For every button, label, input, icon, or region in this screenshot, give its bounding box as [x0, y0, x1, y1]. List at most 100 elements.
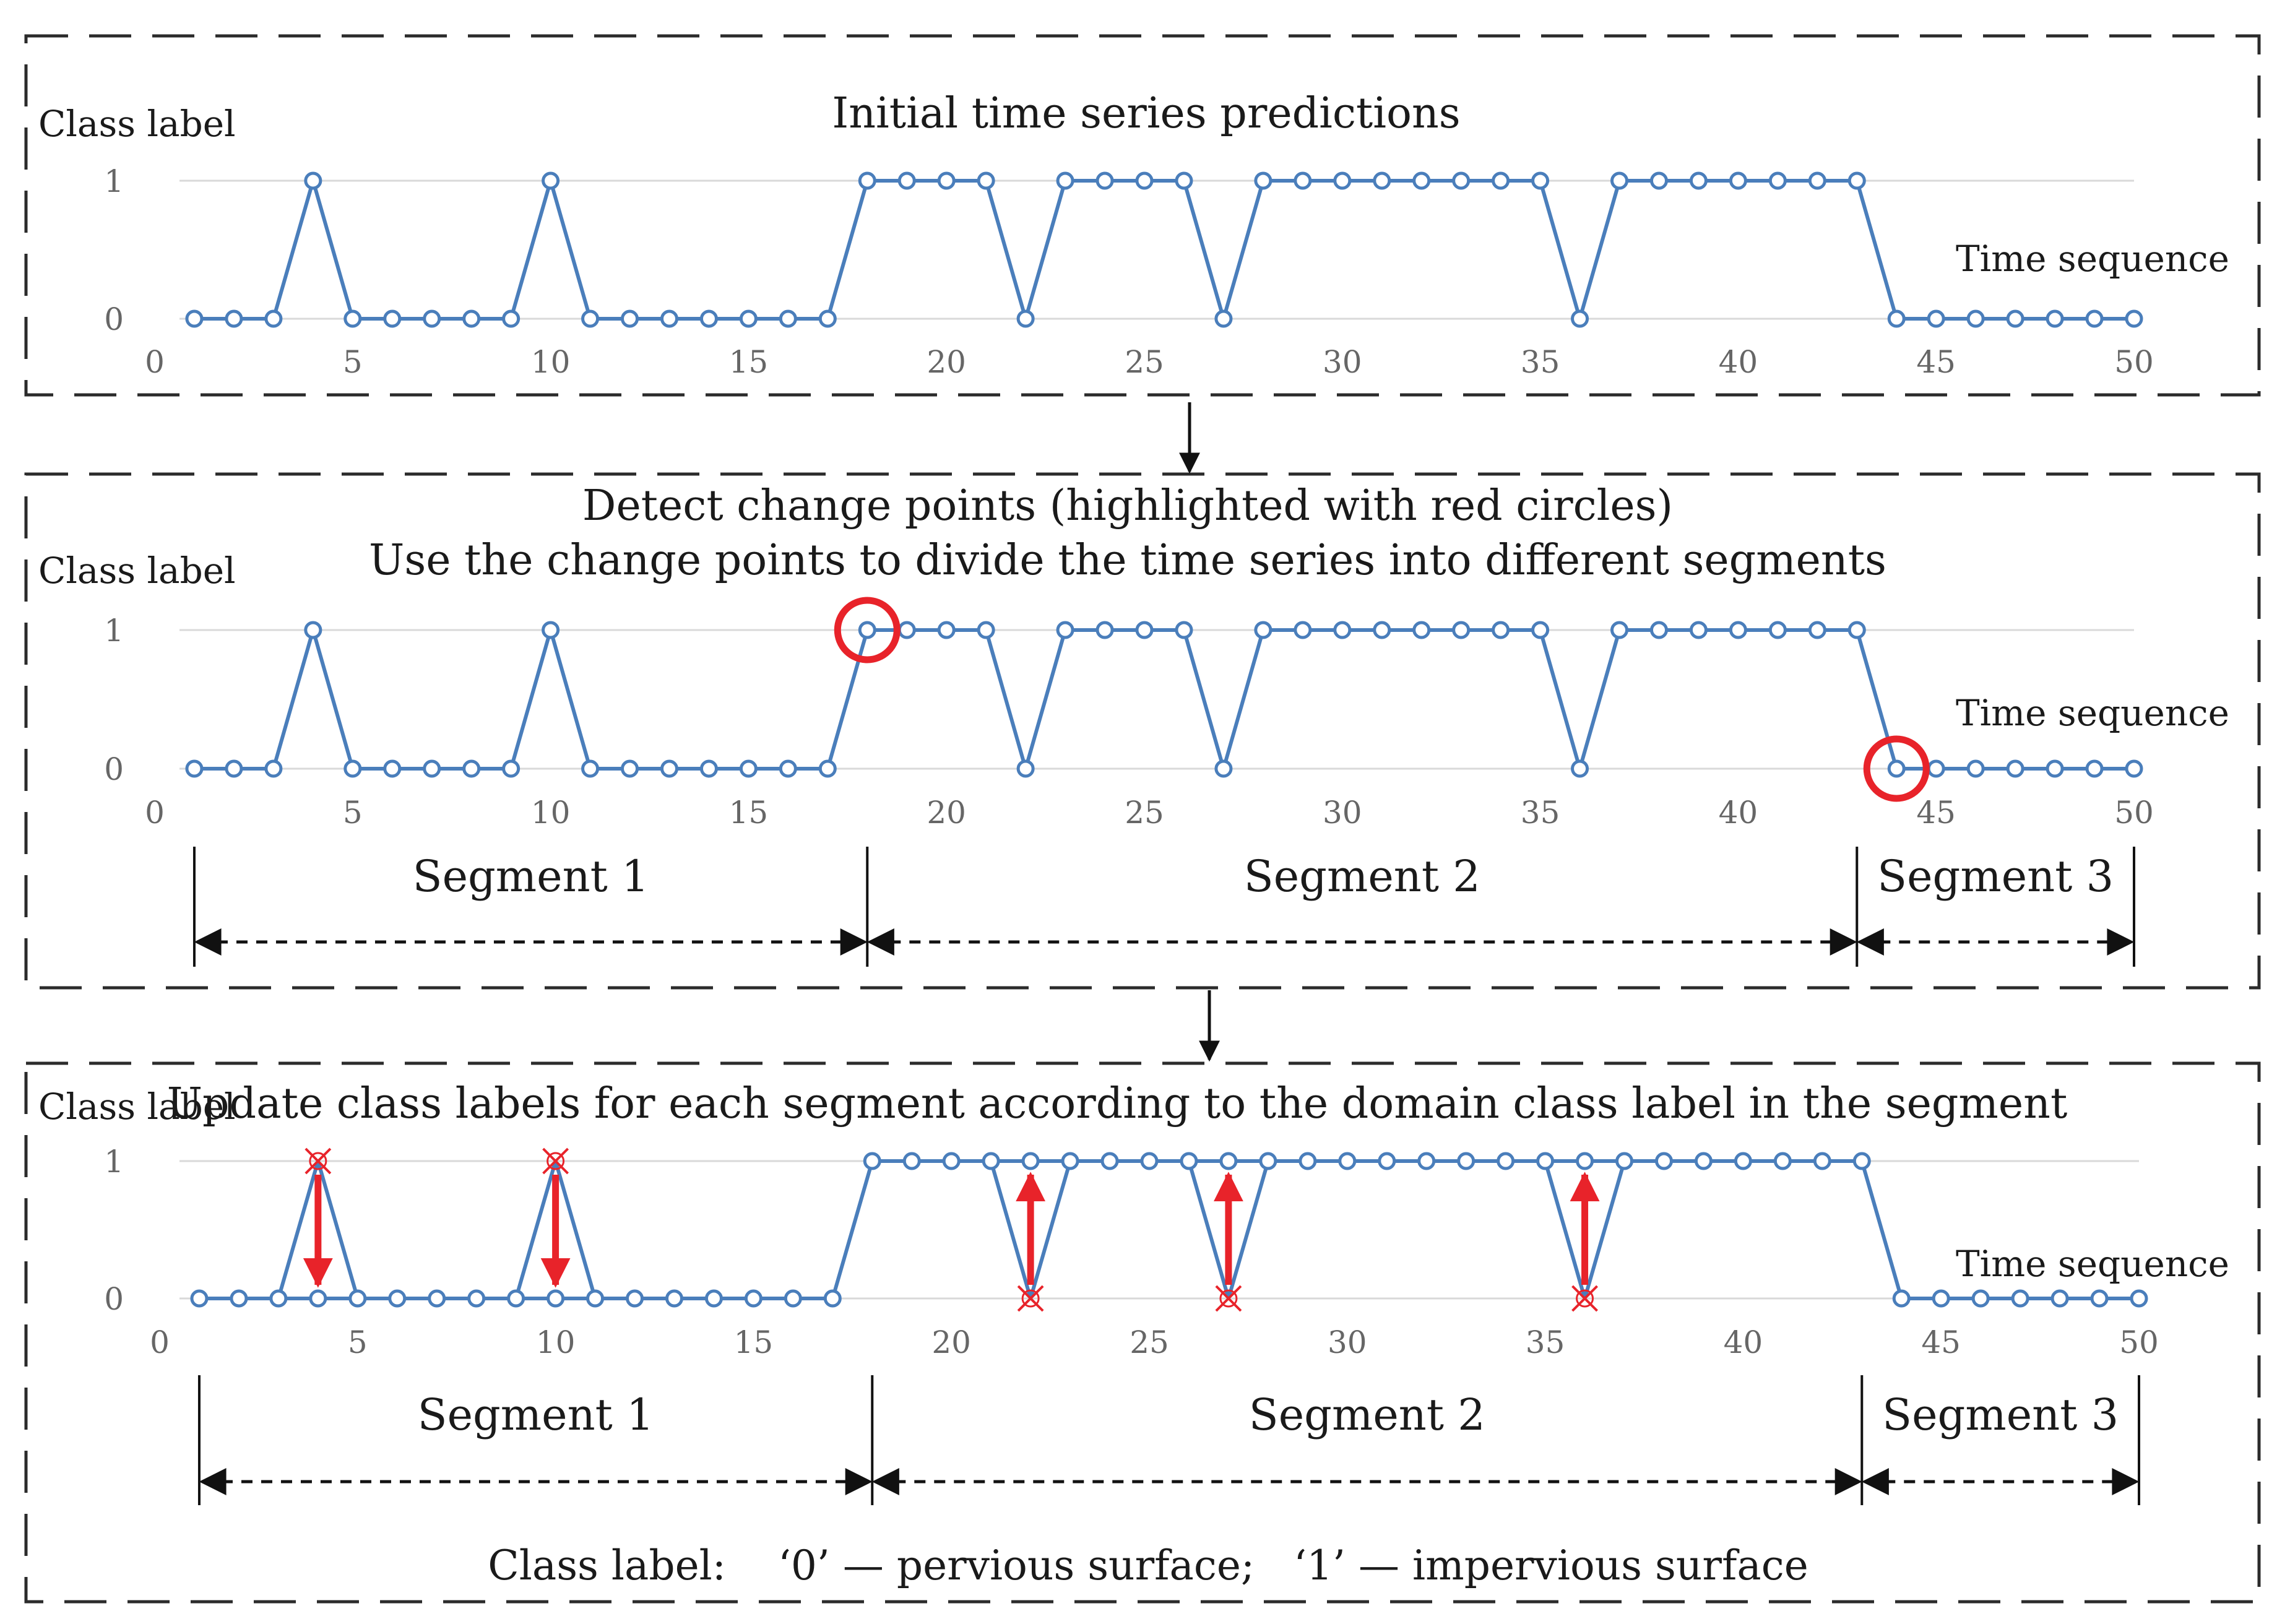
legend-text: Class label: ‘0’ — pervious surface; ‘1’… — [488, 1542, 1808, 1589]
data-point — [1729, 621, 1747, 639]
removed-point-x-icon — [1215, 1285, 1242, 1312]
data-point — [264, 309, 283, 328]
data-point — [2085, 759, 2104, 778]
x-tick-label: 35 — [1526, 1324, 1565, 1360]
x-tick-label: 0 — [150, 1324, 170, 1360]
data-point — [626, 1289, 644, 1308]
data-point — [1729, 171, 1747, 190]
data-point — [1373, 621, 1391, 639]
data-point — [2011, 1289, 2029, 1308]
x-tick-label: 40 — [1724, 1324, 1763, 1360]
data-point — [1531, 621, 1550, 639]
x-axis-label: Time sequence — [1956, 1243, 2229, 1285]
data-point — [1452, 621, 1471, 639]
data-point — [423, 759, 441, 778]
data-point — [190, 1289, 209, 1308]
data-point — [343, 759, 362, 778]
x-tick-label: 10 — [536, 1324, 576, 1360]
data-point — [739, 759, 758, 778]
x-tick-label: 45 — [1916, 795, 1956, 831]
data-point — [823, 1289, 842, 1308]
data-point — [1847, 621, 1866, 639]
data-point — [2046, 759, 2064, 778]
series-line — [194, 179, 2134, 321]
data-point — [982, 1152, 1000, 1170]
data-point — [744, 1289, 763, 1308]
data-point — [1649, 171, 1668, 190]
data-point — [1654, 1152, 1673, 1170]
data-point — [383, 759, 402, 778]
data-point — [581, 309, 600, 328]
data-point — [784, 1289, 802, 1308]
removed-point-marker — [309, 1152, 327, 1170]
data-point — [2050, 1289, 2069, 1308]
data-point — [225, 309, 243, 328]
data-point — [818, 759, 837, 778]
x-tick-label: 35 — [1521, 344, 1560, 380]
x-tick-label: 0 — [145, 344, 165, 380]
data-point — [1887, 759, 1906, 778]
data-point — [699, 309, 718, 328]
panel-frame-initial — [24, 34, 2261, 397]
x-tick-label: 25 — [1125, 795, 1164, 831]
data-point — [1649, 621, 1668, 639]
data-point — [502, 759, 521, 778]
data-point — [1734, 1152, 1752, 1170]
data-point — [1610, 621, 1629, 639]
data-point — [1927, 759, 1945, 778]
data-point — [1219, 1152, 1238, 1170]
data-point — [2046, 309, 2064, 328]
data-point — [621, 309, 639, 328]
segment-label: Segment 1 — [418, 1389, 654, 1440]
data-point — [1095, 171, 1114, 190]
removed-point-marker — [1219, 1289, 1238, 1308]
data-point — [1333, 171, 1352, 190]
x-tick-label: 0 — [145, 795, 165, 831]
segment-label: Segment 2 — [1249, 1389, 1485, 1440]
data-point — [1333, 621, 1352, 639]
series-line — [199, 1159, 2139, 1300]
data-point — [937, 621, 956, 639]
data-point — [863, 1152, 881, 1170]
panel-frame-updated — [24, 1061, 2261, 1604]
data-point — [1571, 759, 1589, 778]
data-point — [1694, 1152, 1713, 1170]
x-tick-label: 15 — [729, 344, 769, 380]
removed-point-x-icon — [1017, 1285, 1044, 1312]
data-point — [467, 1289, 486, 1308]
data-point — [1808, 171, 1826, 190]
y-tick-label: 0 — [104, 301, 124, 337]
segment-label: Segment 3 — [1882, 1389, 2119, 1440]
x-tick-label: 30 — [1323, 344, 1362, 380]
removed-point-marker — [1021, 1289, 1040, 1308]
data-point — [1966, 309, 1985, 328]
data-point — [185, 309, 204, 328]
x-tick-label: 50 — [2119, 1324, 2159, 1360]
data-point — [897, 621, 916, 639]
data-point — [428, 1289, 446, 1308]
x-axis-label: Time sequence — [1956, 692, 2229, 734]
x-tick-label: 50 — [2114, 344, 2154, 380]
data-point — [1056, 621, 1074, 639]
chart-initial: 010 5 10 15 20 25 30 35 40 45 50 — [104, 163, 2154, 380]
data-point — [902, 1152, 921, 1170]
x-tick-label: 5 — [348, 1324, 368, 1360]
data-point — [2090, 1289, 2109, 1308]
data-point — [818, 309, 837, 328]
data-point — [230, 1289, 248, 1308]
data-point — [185, 759, 204, 778]
data-point — [1298, 1152, 1317, 1170]
data-point — [1887, 309, 1906, 328]
data-point — [1259, 1152, 1277, 1170]
y-tick-label: 1 — [104, 613, 124, 649]
data-point — [1417, 1152, 1436, 1170]
data-point — [1016, 309, 1035, 328]
panel-title: Update class labels for each segment acc… — [167, 1079, 2068, 1128]
y-tick-label: 0 — [104, 751, 124, 787]
y-axis-label: Class label — [38, 550, 236, 592]
data-point — [1492, 171, 1510, 190]
data-point — [547, 1289, 565, 1308]
data-point — [507, 1289, 525, 1308]
data-point — [542, 621, 560, 639]
